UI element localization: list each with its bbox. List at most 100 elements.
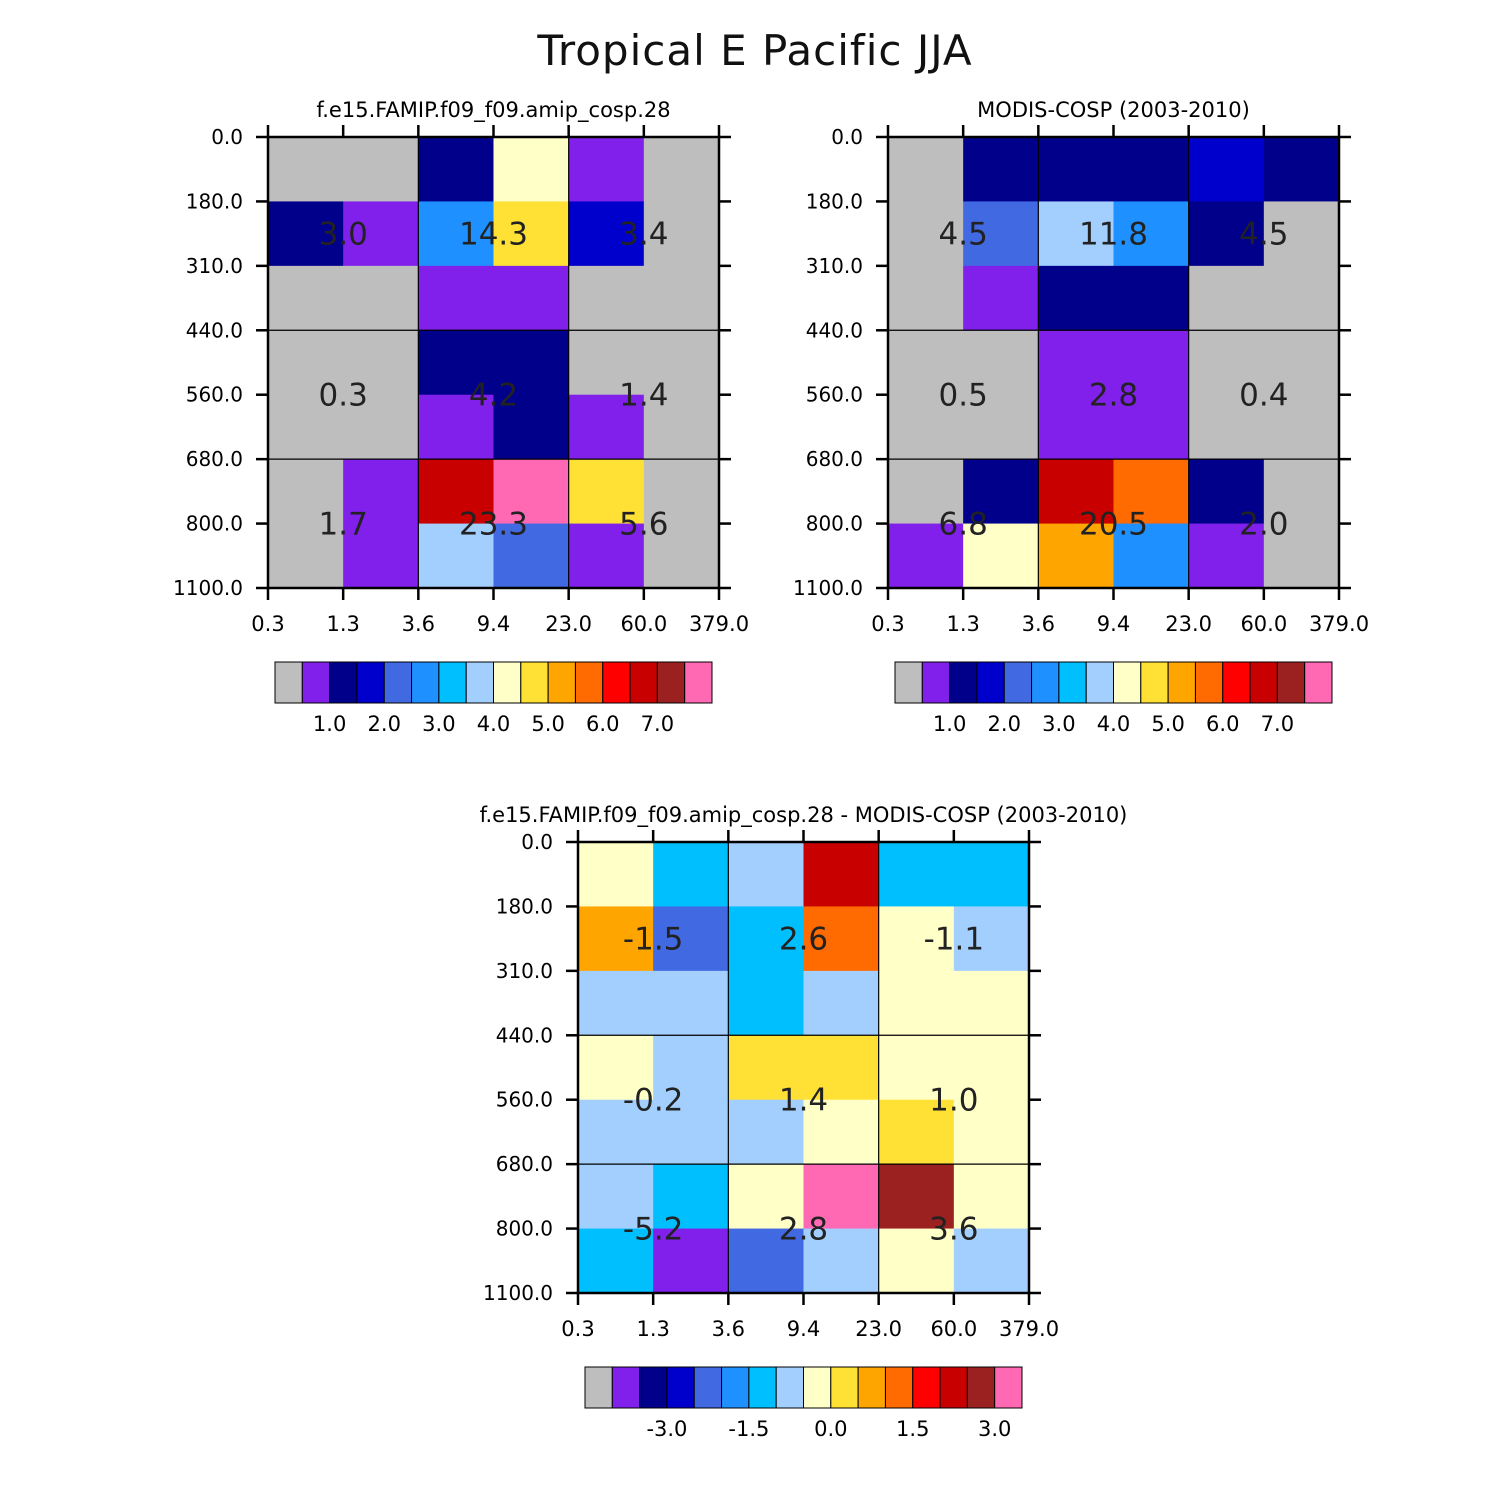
colorbar-swatch: [1304, 661, 1333, 704]
heatmap-cell: [963, 265, 1039, 331]
heatmap-cell: [1263, 330, 1340, 396]
colorbar-swatch: [666, 1366, 695, 1409]
x-tick-label: 23.0: [855, 1317, 902, 1341]
colorbar-swatch: [383, 661, 413, 704]
colorbar-swatch: [994, 1366, 1023, 1409]
colorbar-swatch: [411, 661, 440, 704]
colorbar-swatch: [611, 1366, 641, 1409]
heatmap-cell: [953, 970, 1030, 1036]
x-tick-label: 23.0: [545, 612, 592, 636]
colorbar-label: 1.5: [896, 1417, 929, 1441]
heatmap-cell: [578, 970, 654, 1036]
heatmap-cell: [1188, 137, 1265, 202]
colorbar-swatch: [921, 661, 951, 704]
colorbar-swatch: [1222, 661, 1251, 704]
y-tick-label: 680.0: [806, 447, 863, 471]
colorbar-label: 2.0: [988, 712, 1021, 736]
heatmap-cell: [888, 265, 964, 331]
colorbar-swatch: [1031, 661, 1060, 704]
colorbar-swatch: [656, 661, 686, 704]
heatmap-cell: [568, 265, 645, 331]
heatmap-cell: [578, 1228, 654, 1294]
heatmap-cell: [1113, 330, 1190, 396]
heatmap-cell: [1113, 265, 1190, 331]
heatmap-cell: [643, 137, 720, 202]
heatmap-cell: [963, 394, 1039, 460]
colorbar-swatch: [629, 661, 658, 704]
box-value-label: 3.6: [929, 1212, 978, 1248]
heatmap-cell: [953, 906, 1030, 972]
heatmap-cell: [728, 842, 804, 907]
box-value-label: 1.0: [929, 1083, 978, 1119]
heatmap-cell: [728, 906, 804, 972]
heatmap-cell: [1188, 394, 1265, 460]
colorbar-label: 6.0: [1206, 712, 1239, 736]
colorbar-swatch: [748, 1366, 777, 1409]
heatmap-cell: [578, 842, 654, 907]
colorbar-swatch: [1249, 661, 1278, 704]
heatmap-cell: [568, 523, 645, 589]
heatmap-cell: [343, 394, 419, 460]
heatmap-cell: [343, 265, 419, 331]
colorbar-label: -3.0: [646, 1417, 687, 1441]
x-tick-label: 9.4: [787, 1317, 820, 1341]
heatmap-cell: [963, 523, 1039, 589]
colorbar-swatch: [775, 1366, 804, 1409]
heatmap-cell: [1263, 459, 1340, 525]
colorbar-swatch: [584, 1366, 613, 1409]
colorbar-swatch: [721, 1366, 750, 1409]
heatmap-cell: [1038, 201, 1114, 267]
heatmap-cell: [878, 1164, 955, 1230]
colorbar-swatch: [438, 661, 467, 704]
y-tick-label: 800.0: [496, 1217, 553, 1241]
heatmap-cell: [728, 970, 804, 1036]
box-value-label: 1.4: [619, 378, 668, 414]
y-tick-label: 800.0: [806, 512, 863, 536]
y-tick-label: 1100.0: [793, 576, 863, 600]
colorbar-swatch: [329, 661, 358, 704]
heatmap-cell: [493, 201, 570, 267]
heatmap-cell: [493, 330, 570, 396]
heatmap-cell: [578, 1035, 654, 1101]
box-value-label: 0.3: [319, 378, 368, 414]
x-tick-label: 379.0: [689, 612, 749, 636]
box-value-label: 6.8: [939, 507, 988, 543]
heatmap-cell: [803, 1099, 880, 1165]
y-tick-label: 1100.0: [173, 576, 243, 600]
box-value-label: 2.0: [1239, 507, 1288, 543]
heatmap-cell: [653, 1164, 729, 1230]
y-tick-label: 440.0: [496, 1023, 553, 1047]
heatmap-cell: [963, 459, 1039, 525]
heatmap-cell: [953, 1228, 1030, 1294]
heatmap-cell: [418, 265, 494, 331]
colorbar-swatch: [1194, 661, 1224, 704]
heatmap-cell: [343, 137, 419, 202]
heatmap-cell: [1113, 459, 1190, 525]
heatmap-cell: [578, 906, 654, 972]
x-tick-label: 3.6: [712, 1317, 745, 1341]
box-value-label: 14.3: [459, 217, 528, 253]
heatmap-cell: [1263, 137, 1340, 202]
box-value-label: 4.5: [1239, 217, 1288, 253]
heatmap-cell: [493, 265, 570, 331]
heatmap-cell: [653, 906, 729, 972]
heatmap-cell: [653, 1035, 729, 1101]
y-tick-label: 440.0: [186, 318, 243, 342]
heatmap-cell: [643, 201, 720, 267]
heatmap-cell: [653, 970, 729, 1036]
heatmap-cell: [728, 1164, 804, 1230]
colorbar-swatch: [493, 661, 522, 704]
colorbar-swatch: [830, 1366, 859, 1409]
heatmap-cell: [1188, 459, 1265, 525]
x-tick-label: 3.6: [1022, 612, 1055, 636]
heatmap-cell: [343, 201, 419, 267]
colorbar-swatch: [356, 661, 385, 704]
heatmap-cell: [1038, 523, 1114, 589]
heatmap-cell: [1038, 459, 1114, 525]
heatmap-cell: [653, 1228, 729, 1294]
heatmap-cell: [268, 201, 344, 267]
x-tick-label: 1.3: [326, 612, 359, 636]
box-value-label: 3.0: [319, 217, 368, 253]
colorbar-swatch: [465, 661, 494, 704]
